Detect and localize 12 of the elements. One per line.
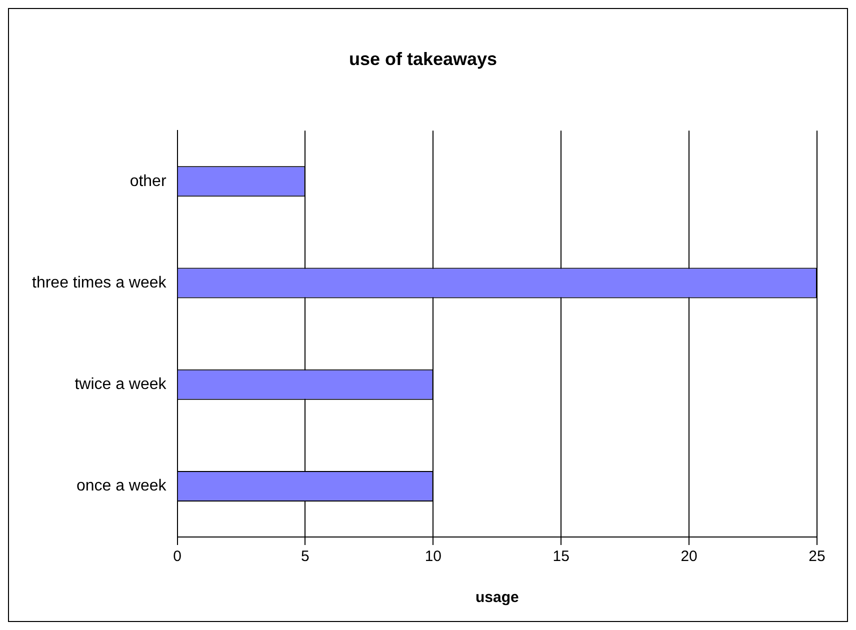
y-tick-label: three times a week — [32, 274, 168, 292]
x-axis-title: usage — [475, 589, 519, 606]
y-tick-label: other — [130, 172, 167, 190]
x-tick-label: 20 — [680, 548, 698, 566]
x-tick-label: 0 — [173, 548, 182, 566]
x-tick-label: 5 — [301, 548, 310, 566]
y-tick-label: twice a week — [74, 376, 168, 394]
chart-title: use of takeaways — [348, 48, 498, 69]
x-tick-label: 25 — [808, 548, 826, 566]
y-tick-label: once a week — [76, 478, 168, 495]
x-tick-label: 10 — [424, 548, 442, 566]
x-tick-label: 15 — [552, 548, 570, 566]
